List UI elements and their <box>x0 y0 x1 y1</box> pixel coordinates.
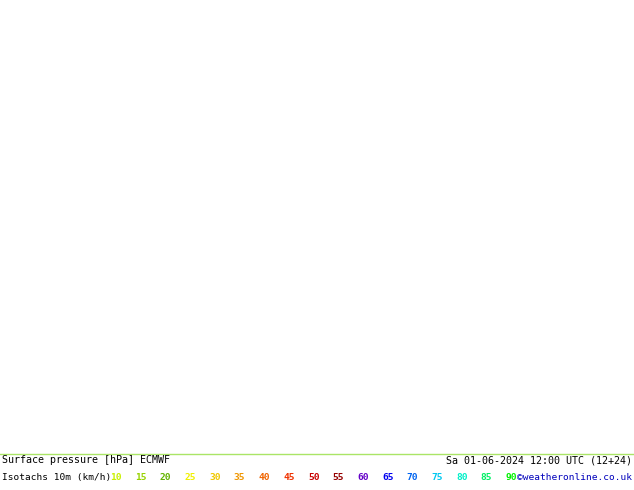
Text: 20: 20 <box>160 472 171 482</box>
Text: 45: 45 <box>283 472 295 482</box>
Text: Surface pressure [hPa] ECMWF: Surface pressure [hPa] ECMWF <box>2 455 170 465</box>
Text: 55: 55 <box>333 472 344 482</box>
Text: 60: 60 <box>357 472 369 482</box>
Text: 35: 35 <box>234 472 245 482</box>
Text: 90: 90 <box>505 472 517 482</box>
Text: 85: 85 <box>481 472 492 482</box>
Text: 15: 15 <box>135 472 146 482</box>
Text: ©weatheronline.co.uk: ©weatheronline.co.uk <box>517 472 632 482</box>
Text: 30: 30 <box>209 472 221 482</box>
Text: 70: 70 <box>406 472 418 482</box>
Text: 40: 40 <box>259 472 270 482</box>
Text: Sa 01-06-2024 12:00 UTC (12+24): Sa 01-06-2024 12:00 UTC (12+24) <box>446 455 632 465</box>
Text: 75: 75 <box>431 472 443 482</box>
Text: 10: 10 <box>110 472 122 482</box>
Text: 25: 25 <box>184 472 196 482</box>
Text: 50: 50 <box>308 472 320 482</box>
Text: 65: 65 <box>382 472 394 482</box>
Text: Isotachs 10m (km/h): Isotachs 10m (km/h) <box>2 472 111 482</box>
Text: 80: 80 <box>456 472 467 482</box>
